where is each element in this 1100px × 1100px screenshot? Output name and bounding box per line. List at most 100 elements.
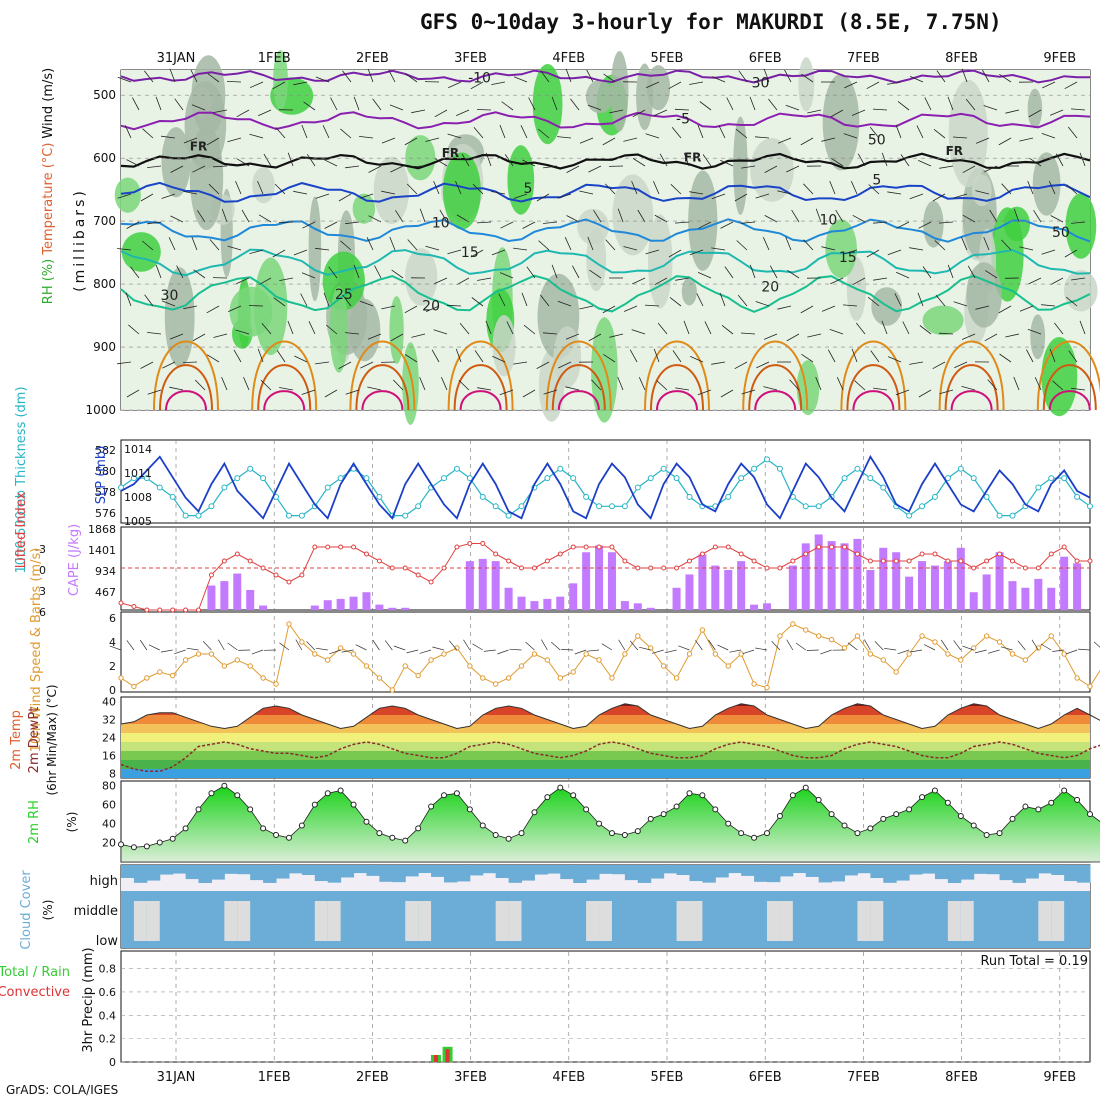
wind-speed-point [570, 669, 576, 675]
wind-barb [697, 272, 712, 279]
cloud-high-bar [960, 865, 975, 880]
lifted-index-point [286, 579, 292, 585]
wind-barb [338, 193, 352, 202]
wind-barb [272, 249, 286, 258]
legend-item: Temperature (°C) [41, 143, 56, 256]
wind-barb [293, 190, 308, 195]
thickness-point [479, 493, 486, 500]
wind-speed-point [492, 681, 499, 687]
cape-bar [336, 598, 345, 610]
cloud-high-bar [857, 865, 871, 874]
thickness-tick: 578 [95, 486, 116, 499]
wind-speed-point [221, 663, 228, 669]
wind-barb [602, 137, 616, 146]
legend-precip-total: Total / Rain [0, 965, 70, 980]
wind-barb [668, 81, 682, 90]
precip-convective-bar [445, 1049, 450, 1062]
wind-barb [962, 165, 976, 174]
thickness-point [906, 512, 913, 519]
rh-point [970, 822, 977, 829]
cape-bar [620, 601, 629, 610]
rh-point [285, 834, 292, 841]
lifted-index-point [299, 572, 305, 578]
wind-barb [455, 348, 462, 363]
rh-blob [922, 305, 964, 336]
temp-tick: 16 [102, 750, 116, 763]
rh-point [208, 790, 215, 797]
thickness-point [441, 475, 447, 482]
thickness-point [260, 475, 267, 482]
wind-speed-point [686, 651, 693, 657]
wind-barb [918, 160, 932, 167]
rh-tick: 40 [102, 818, 116, 831]
rh-point [828, 811, 835, 818]
wind-barb [537, 128, 550, 139]
wind-barb [843, 133, 858, 139]
rh-point [415, 825, 422, 832]
rh-blob [405, 248, 438, 306]
wind-speed-point [919, 633, 925, 639]
cape-bar [1021, 587, 1030, 610]
rh-point [647, 815, 654, 822]
wind-barb [233, 349, 242, 363]
lifted-index-point [609, 544, 615, 550]
lifted-index-point [221, 558, 227, 564]
thickness-point [802, 503, 809, 510]
cloud-high-bar [599, 865, 613, 874]
cloud-high-bar [146, 865, 161, 881]
lifted-index-point [984, 558, 990, 564]
wind-barb [117, 248, 132, 251]
wind-barb [147, 332, 162, 335]
cloud-high-bar [999, 865, 1013, 881]
wind-barb [735, 128, 748, 139]
wind-barb-10m [962, 645, 974, 651]
wind-barb [631, 180, 638, 195]
rh-point [156, 839, 163, 846]
wind-barb [448, 81, 462, 89]
wind-barb [260, 379, 272, 391]
wind-speed-point [1035, 645, 1042, 651]
wind-barb [506, 321, 514, 335]
lifted-index-point [389, 565, 395, 571]
wind-barb-10m [279, 642, 290, 651]
thickness-point [583, 493, 590, 500]
wind-speed-point [350, 651, 357, 657]
wind-barb [938, 332, 954, 335]
wind-barb [587, 236, 594, 251]
cape-bar [840, 543, 849, 610]
rh-point [195, 806, 202, 813]
x-tick-top: 2FEB [356, 51, 389, 66]
x-tick-top: 5FEB [651, 51, 684, 66]
wind-barb [557, 193, 572, 199]
cloud-high-bar [909, 865, 923, 875]
wind-barb-10m [974, 649, 987, 654]
lifted-index-point [1048, 551, 1054, 557]
cloud-high-bar [276, 865, 290, 879]
wind-barb [873, 387, 888, 391]
isotherm-label: 5 [872, 173, 881, 189]
thickness-point [324, 484, 331, 491]
wind-barb [564, 237, 572, 251]
wind-barb [1079, 152, 1086, 167]
wind-barb [749, 96, 756, 111]
cape-bar [569, 583, 578, 610]
wind-barb [540, 294, 550, 307]
wind-barb [1027, 180, 1034, 195]
wind-barb [342, 70, 352, 83]
wind-barb [852, 277, 866, 286]
lifted-index-point [157, 607, 163, 613]
wind-barb [147, 165, 162, 168]
wind-barb-10m [1052, 649, 1065, 652]
wind-speed-point [531, 651, 538, 657]
wind-barb [459, 322, 470, 335]
legend-item: RH (%) [41, 259, 56, 304]
wind-barb [909, 361, 924, 365]
wind-barb [916, 125, 924, 139]
wind-barb [274, 183, 286, 195]
wind-barb [999, 353, 1012, 363]
wind-barb [975, 190, 990, 195]
cloud-high-bar [973, 865, 988, 874]
wind-barb [279, 277, 294, 281]
rh-point [466, 806, 473, 813]
wind-speed-point [583, 651, 589, 657]
